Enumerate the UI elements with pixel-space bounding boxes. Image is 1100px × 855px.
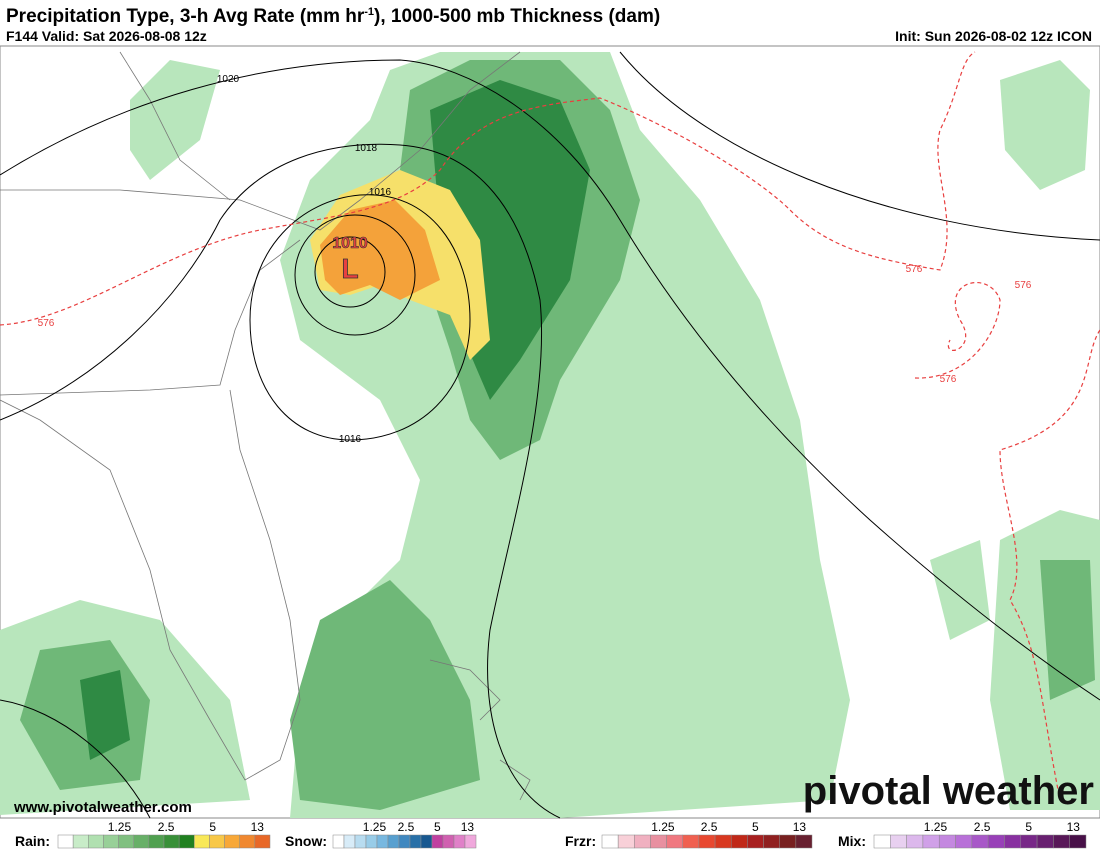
thickness-label: 576 xyxy=(940,374,957,385)
legend-tick: 2.5 xyxy=(158,820,175,834)
init-time: Init: Sun 2026-08-02 12z ICON xyxy=(895,28,1092,44)
legend-swatch xyxy=(224,834,240,849)
title-rest: ), 1000-500 mb Thickness (dam) xyxy=(374,6,660,27)
legend-name: Mix: xyxy=(838,833,866,849)
orange-precip xyxy=(320,200,440,300)
isobar-label: 1016 xyxy=(369,187,392,198)
title: Precipitation Type, 3-h Avg Rate (mm hr-… xyxy=(6,6,660,27)
legend-name: Frzr: xyxy=(565,833,596,849)
legend-swatch xyxy=(763,834,780,849)
legend-swatch xyxy=(1069,834,1087,849)
legend-swatch xyxy=(601,834,619,849)
legend-swatch xyxy=(431,834,444,849)
legend-swatch xyxy=(1020,834,1038,849)
legend-swatch xyxy=(747,834,764,849)
legend-swatch xyxy=(194,834,210,849)
thickness-label: 576 xyxy=(906,264,923,275)
thickness-label: 576 xyxy=(1015,280,1032,291)
legend-tick: 13 xyxy=(1067,820,1081,834)
legend-tick: 1.25 xyxy=(363,820,387,834)
legend-swatch xyxy=(354,834,367,849)
legend-tick: 13 xyxy=(461,820,475,834)
low-symbol: L xyxy=(341,253,358,284)
legend-swatch xyxy=(88,834,104,849)
legend-tick: 5 xyxy=(1025,820,1032,834)
legend-swatch xyxy=(178,834,195,849)
legend-swatch xyxy=(409,834,422,849)
legend-swatch xyxy=(343,834,356,849)
legend-swatch xyxy=(634,834,651,849)
isobars xyxy=(0,51,1100,819)
legend-tick: 2.5 xyxy=(974,820,991,834)
legend-swatch xyxy=(118,834,134,849)
legend-swatch xyxy=(453,834,466,849)
legend-swatch xyxy=(890,834,907,849)
legend: Rain: 1.25 2.5 5 13 Snow: 1.25 2.5 5 13 Frzr: 1.25 2… xyxy=(15,820,1087,849)
legend-tick: 5 xyxy=(752,820,759,834)
legend-swatch xyxy=(1004,834,1022,849)
legend-swatch xyxy=(420,834,433,849)
legend-swatch xyxy=(682,834,700,849)
legend-swatch xyxy=(987,834,1005,849)
legend-swatch xyxy=(698,834,716,849)
legend-tick: 2.5 xyxy=(398,820,415,834)
isobar-label: 1018 xyxy=(355,143,378,154)
legend-swatch xyxy=(103,834,119,849)
legend-swatch xyxy=(795,834,813,849)
isobar-label: 1020 xyxy=(217,74,240,85)
legend-swatch xyxy=(730,834,748,849)
legend-swatch xyxy=(779,834,797,849)
legend-tick: 1.25 xyxy=(924,820,948,834)
title-main: Precipitation Type, 3-h Avg Rate (mm hr xyxy=(6,6,365,27)
legend-tick: 1.25 xyxy=(108,820,132,834)
legend-tick: 5 xyxy=(209,820,216,834)
valid-time: F144 Valid: Sat 2026-08-08 12z xyxy=(6,28,207,44)
legend-swatch xyxy=(650,834,667,849)
legend-name: Rain: xyxy=(15,833,50,849)
thickness-label: 576 xyxy=(38,318,55,329)
legend-tick: 5 xyxy=(434,820,441,834)
legend-tick: 13 xyxy=(251,820,265,834)
legend-swatch xyxy=(332,834,345,849)
legend-swatch xyxy=(163,834,180,849)
legend-swatch xyxy=(955,834,973,849)
legend-swatch xyxy=(922,834,940,849)
legend-swatch xyxy=(239,834,256,849)
legend-swatch xyxy=(57,834,74,849)
legend-swatch xyxy=(1036,834,1054,849)
legend-swatch xyxy=(133,834,150,849)
legend-swatch xyxy=(209,834,225,849)
brand: pivotal weather xyxy=(803,769,1094,813)
legend-swatch xyxy=(148,834,165,849)
legend-swatch xyxy=(938,834,956,849)
legend-swatch xyxy=(72,834,89,849)
legend-swatch xyxy=(365,834,378,849)
isobar-label: 1016 xyxy=(339,434,362,445)
legend-swatch xyxy=(971,834,989,849)
legend-swatch xyxy=(906,834,924,849)
legend-tick: 2.5 xyxy=(701,820,718,834)
legend-swatch xyxy=(873,834,891,849)
legend-swatch xyxy=(714,834,732,849)
legend-swatch xyxy=(387,834,400,849)
title-sup: -1 xyxy=(364,6,374,18)
website: www.pivotalweather.com xyxy=(13,799,192,816)
low-pressure: 1010 xyxy=(332,235,368,252)
legend-tick: 13 xyxy=(793,820,807,834)
legend-swatch xyxy=(398,834,411,849)
legend-swatch xyxy=(464,834,477,849)
map-labels: 1020 1018 1016 1016 1010 L 576 576 576 5… xyxy=(38,74,1032,445)
legend-swatch xyxy=(376,834,389,849)
legend-swatch xyxy=(666,834,684,849)
legend-tick: 1.25 xyxy=(651,820,675,834)
map-area: 1020 1018 1016 1016 1010 L 576 576 576 5… xyxy=(0,45,1100,819)
thickness-contours xyxy=(0,51,1100,801)
legend-swatch xyxy=(617,834,635,849)
legend-swatch xyxy=(1053,834,1070,849)
legend-swatch xyxy=(254,834,271,849)
legend-swatch xyxy=(442,834,455,849)
legend-name: Snow: xyxy=(285,833,327,849)
